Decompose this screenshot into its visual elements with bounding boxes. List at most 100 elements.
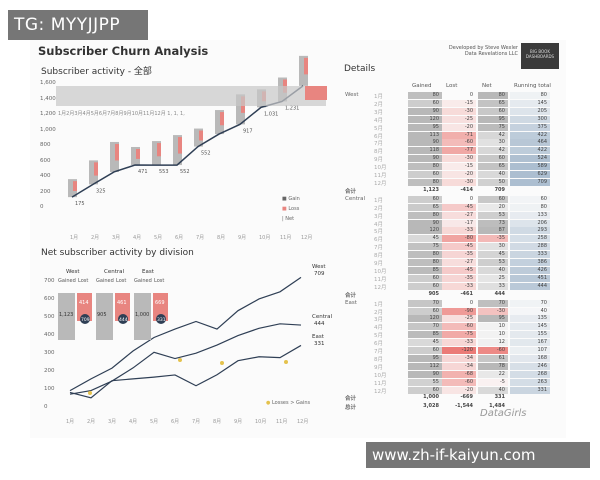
x-tick-label: 8月 [217,235,226,241]
data-cell: 90 [408,155,442,163]
data-cell: 75 [408,243,442,251]
net-marker [118,314,128,324]
data-cell: 333 [510,251,550,259]
month-label: 6月 [374,133,383,140]
data-cell: -15 [442,99,476,107]
data-cell: 45 [408,235,442,243]
data-cell: 70 [408,323,442,331]
data-cell: 60 [408,171,442,178]
series-name-label: Central [312,314,332,320]
data-cell: 120 [408,315,442,323]
details-section-title: Details [344,64,376,74]
division-label: Central [345,195,366,202]
month-label: 5月 [374,229,383,236]
month-label: 8月 [374,253,383,260]
data-cell: 50 [478,178,508,186]
column-header: Net [482,83,492,89]
total-cell [510,187,550,194]
data-label: 1,231 [285,106,299,112]
data-cell: 45 [408,339,442,347]
x-tick-label: 3月 [108,419,117,425]
division-label: West [345,92,359,98]
data-cell: -68 [442,370,476,378]
gain-bar [68,179,77,198]
loss-bar [220,112,224,126]
total-label: 合计 [345,188,357,195]
y-tick-label: 800 [40,142,51,148]
lost-bar [115,293,130,321]
lost-bar [77,293,92,321]
x-tick-label: 4月 [129,419,138,425]
data-cell: 55 [408,378,442,386]
data-cell: 80 [510,203,550,211]
data-cell: -15 [442,163,476,171]
month-label: 1月 [374,94,383,100]
month-label: 8月 [374,149,383,156]
y-tick-label: 1,000 [40,126,56,133]
column-header: Gained [412,83,432,89]
book-logo: BIG BOOK DASHBOARDS [521,43,559,69]
data-cell: 60 [408,274,442,282]
top-overlay-tag: TG: MYYJJPP [8,10,148,40]
data-label: 471 [138,169,148,175]
data-cell: -25 [442,115,476,123]
x-tick-label: 10月 [255,419,267,425]
month-label: 10月 [374,165,387,172]
data-cell: 288 [510,243,550,251]
month-label: 10月 [374,372,387,379]
data-cell: 112 [408,362,442,370]
total-cell: -414 [460,186,473,193]
legend-gain: ■ Gain [282,196,300,202]
data-label: 552 [180,169,190,175]
month-filter[interactable]: 1月2月3月4月5月6月7月8月9月10月11月12月 1, 1, 1, [58,111,185,117]
series-value-label: 709 [314,271,325,277]
data-cell: -80 [442,235,476,243]
data-label: 552 [201,151,211,157]
lost-header: Lost [154,278,164,284]
gain-bar [236,94,245,125]
data-cell: 426 [510,266,550,274]
month-label: 3月 [374,109,383,116]
data-cell: -45 [442,243,476,251]
data-cell: 263 [510,378,550,386]
month-label: 9月 [374,157,383,164]
month-label: 11月 [374,173,387,179]
x-tick-label: 11月 [276,419,288,425]
division-name: West [66,269,80,275]
data-cell: 0 [469,299,473,306]
month-label: 7月 [374,141,383,148]
data-label: 325 [96,188,106,194]
data-cell: 90 [408,139,442,147]
gained-bar [96,293,113,340]
legend-loss: ■ Loss [282,206,300,212]
gain-bar [173,135,182,166]
total-cell: 709 [494,186,505,193]
data-cell: -35 [442,251,476,259]
x-tick-label: 2月 [91,235,100,241]
division-name: Central [104,269,124,275]
data-cell: -30 [442,155,476,163]
loss-bar [115,143,119,161]
total-cell: -461 [460,290,473,297]
grand-total-label: 总计 [345,405,357,412]
data-cell: 30 [478,243,508,251]
x-tick-label: 11月 [280,235,292,241]
month-label: 5月 [374,333,383,340]
gain-bar [89,160,98,185]
data-cell: 30 [478,139,508,147]
data-cell: 145 [510,99,550,107]
data-cell: 75 [478,123,508,131]
data-cell: 60 [478,155,508,163]
month-label: 11月 [374,380,387,387]
data-cell: -25 [442,315,476,323]
data-cell: 85 [408,331,442,339]
total-cell: -669 [460,394,473,401]
data-cell: 80 [408,211,442,219]
data-cell: 589 [510,163,550,171]
data-cell: 87 [478,227,508,235]
data-cell: 444 [510,282,550,290]
data-cell: -20 [442,123,476,131]
data-cell: -17 [442,219,476,227]
data-cell: 12 [478,339,508,347]
loss-bar [73,181,77,192]
